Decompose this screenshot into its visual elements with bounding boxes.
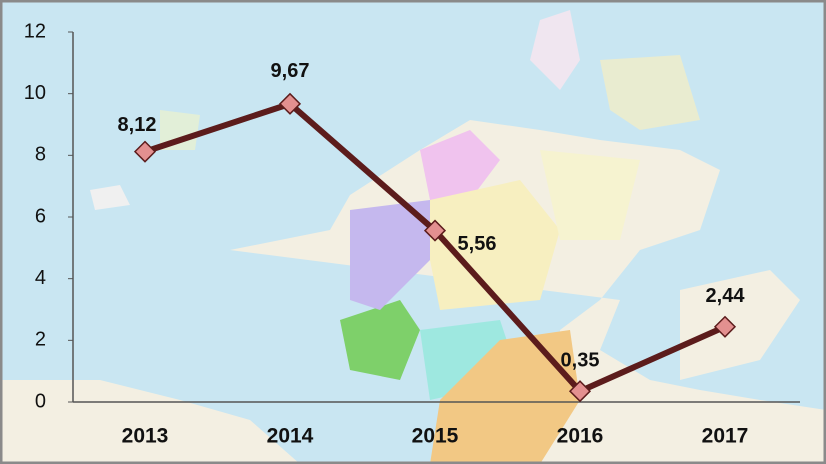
y-tick-label: 2 xyxy=(35,329,46,351)
data-label: 5,56 xyxy=(458,233,497,255)
x-tick-label: 2013 xyxy=(122,425,169,448)
data-label: 9,67 xyxy=(271,60,310,82)
data-label: 0,35 xyxy=(561,349,600,371)
x-tick-label: 2015 xyxy=(412,425,459,448)
y-tick-label: 12 xyxy=(24,20,46,42)
marker xyxy=(423,219,447,242)
x-tick-label: 2017 xyxy=(702,425,749,448)
data-label: 2,44 xyxy=(706,285,746,307)
y-tick-label: 0 xyxy=(35,390,46,412)
marker xyxy=(713,315,737,338)
marker xyxy=(568,380,592,403)
y-tick-label: 8 xyxy=(35,144,46,166)
x-tick-label: 2016 xyxy=(557,425,604,448)
marker xyxy=(133,140,157,163)
marker xyxy=(278,92,302,115)
y-tick-label: 10 xyxy=(24,82,46,104)
y-tick-label: 6 xyxy=(35,205,46,227)
data-label: 8,12 xyxy=(118,114,157,136)
y-tick-label: 4 xyxy=(35,267,46,289)
x-tick-label: 2014 xyxy=(267,425,314,448)
